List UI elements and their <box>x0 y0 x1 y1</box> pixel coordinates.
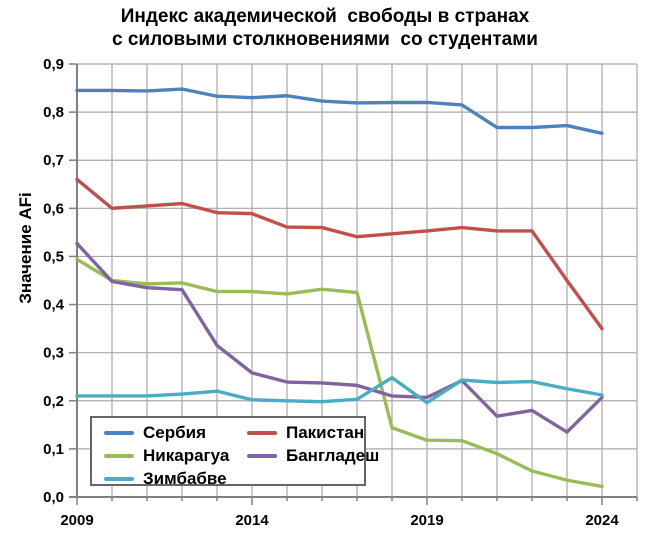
legend-swatch-pakistan-icon <box>247 430 277 435</box>
legend: Сербия Пакистан Никарагуа Бангладеш Зимб… <box>90 416 379 488</box>
x-tick-label: 2014 <box>235 512 269 529</box>
y-tick-label: 0,7 <box>43 152 64 169</box>
series-line-pakistan <box>75 177 604 331</box>
legend-item-serbia: Сербия <box>104 421 247 444</box>
chart-title-line1: Индекс академической свободы в странах <box>120 6 530 27</box>
legend-item-nicaragua: Никарагуа <box>104 444 247 467</box>
series-line-serbia <box>75 87 604 135</box>
chart-title-line2: с силовыми столкновениями со студентами <box>112 29 538 50</box>
y-tick-label: 0,6 <box>43 200 64 217</box>
legend-item-bangladesh: Бангладеш <box>247 444 379 467</box>
legend-swatch-nicaragua-icon <box>104 453 134 458</box>
x-tick-label: 2019 <box>410 512 443 529</box>
y-tick-label: 0,2 <box>43 393 64 410</box>
chart-title: Индекс академической свободы в странах с… <box>0 5 650 51</box>
legend-swatch-zimbabwe-icon <box>104 476 134 481</box>
legend-label-bangladesh: Бангладеш <box>286 445 380 465</box>
series-line-nicaragua <box>75 257 604 489</box>
legend-label-nicaragua: Никарагуа <box>143 445 230 465</box>
y-tick-label: 0,9 <box>43 56 64 73</box>
y-tick-label: 0,1 <box>43 441 64 458</box>
legend-label-pakistan: Пакистан <box>286 422 365 442</box>
legend-item-pakistan: Пакистан <box>247 421 379 444</box>
series-line-bangladesh <box>75 241 604 434</box>
legend-item-zimbabwe: Зимбабве <box>104 467 247 490</box>
x-tick-label: 2009 <box>60 512 93 529</box>
y-tick-label: 0,8 <box>43 104 64 121</box>
y-tick-label: 0,0 <box>43 489 64 506</box>
series-line-zimbabwe <box>75 375 604 405</box>
legend-label-serbia: Сербия <box>143 422 206 442</box>
legend-swatch-bangladesh-icon <box>247 453 277 458</box>
y-tick-label: 0,4 <box>43 297 65 314</box>
y-tick-label: 0,5 <box>43 248 64 265</box>
legend-label-zimbabwe: Зимбабве <box>143 468 227 488</box>
x-tick-label: 2024 <box>585 512 619 529</box>
y-tick-label: 0,3 <box>43 345 64 362</box>
legend-swatch-serbia-icon <box>104 430 134 435</box>
